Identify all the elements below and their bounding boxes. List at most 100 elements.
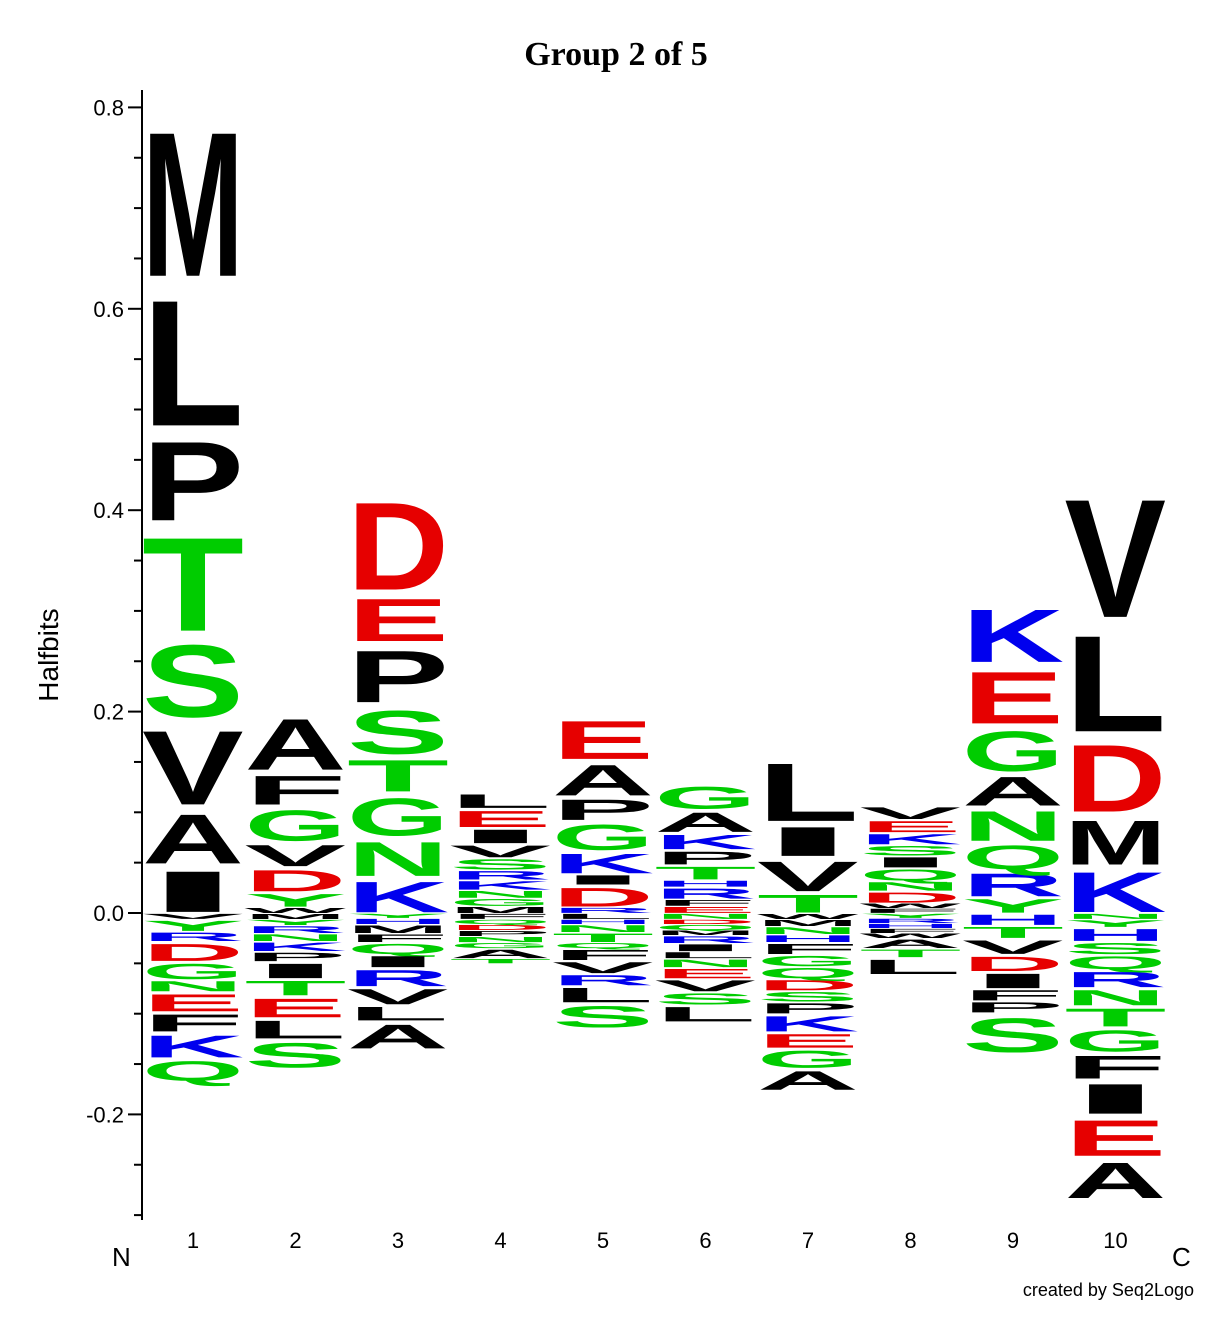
logo-letter: P (757, 1000, 859, 1016)
logo-letter: V (860, 804, 962, 823)
logo-letter: V (1065, 465, 1167, 654)
logo-letter: D (860, 890, 962, 906)
logo-letter: N (1065, 912, 1167, 920)
x-axis-labels: 1 2 3 4 5 6 7 8 9 10 (187, 1228, 1128, 1253)
logo-letter: V (962, 936, 1064, 958)
logo-letter: E (655, 905, 757, 915)
logo-letter: D (245, 864, 347, 898)
logo-letter: R (142, 930, 244, 944)
logo-letter: A (245, 704, 347, 786)
logo-letter: F (552, 947, 654, 963)
y-tick-label: -0.2 (86, 1102, 124, 1127)
logo-letter: N (655, 957, 757, 969)
logo-letter: F (757, 941, 859, 957)
logo-letter: D (655, 919, 757, 926)
logo-letter: F (860, 907, 962, 914)
logo-letter: W (757, 912, 859, 920)
logo-letter: Y (347, 912, 449, 919)
logo-letter: I (962, 970, 1064, 993)
logo-letter: R (450, 869, 552, 883)
logo-letter: L (860, 955, 962, 978)
logo-letter: E (757, 1030, 859, 1052)
y-tick-label: 0.4 (93, 498, 124, 523)
logo-letter: P (142, 419, 244, 545)
logo-letter: P (962, 999, 1064, 1015)
logo-letter: E (450, 806, 552, 832)
logo-letter: I (245, 959, 347, 982)
logo-letter: H (552, 919, 654, 926)
logo-letter: S (860, 843, 962, 858)
logo-letter: H (962, 912, 1064, 928)
logo-letter: R (655, 886, 757, 902)
logo-letter: Q (655, 923, 757, 931)
logo-letter: L (655, 1003, 757, 1026)
logo-letter: E (142, 989, 244, 1016)
logo-letter: D (142, 939, 244, 966)
logo-letter: Q (757, 965, 859, 981)
logo-letter: G (450, 942, 552, 950)
logo-letter: T (142, 510, 244, 659)
y-axis: 0.8 0.6 0.4 0.2 0.0 -0.2 (86, 90, 143, 1220)
logo-letter: I (655, 942, 757, 953)
logo-letter: A (655, 807, 757, 838)
logo-letter: H (757, 933, 859, 944)
logo-letter: N (655, 912, 757, 920)
logo-letter: T (450, 958, 552, 965)
y-tick-label: 0.2 (93, 700, 124, 725)
logo-letter: F (1065, 1049, 1167, 1086)
y-axis-label: Halfbits (33, 608, 64, 701)
logo-letter: L (450, 790, 552, 812)
logo-letter: F (450, 912, 552, 920)
chart-title: Group 2 of 5 (524, 36, 708, 73)
x-tick-label: 9 (1007, 1228, 1019, 1253)
logo-letter: Y (962, 895, 1064, 917)
logo-letter: E (655, 966, 757, 981)
logo-letter: A (1065, 1152, 1167, 1209)
logo-letter: K (347, 873, 449, 922)
logo-letter: M (1065, 807, 1167, 878)
logo-letter: D (347, 477, 449, 617)
logo-letter: S (142, 623, 244, 739)
logo-letter: D (962, 953, 1064, 976)
logo-letter: S (245, 1036, 347, 1075)
logo-letter: R (245, 924, 347, 935)
logo-letter: H (655, 879, 757, 889)
logo-letter: G (552, 817, 654, 858)
logo-letter: T (962, 924, 1064, 942)
y-tick-label: 0.8 (93, 95, 124, 120)
logo-letter: L (552, 912, 654, 920)
logo-letter: Q (450, 918, 552, 925)
credit-text: created by Seq2Logo (1023, 1280, 1194, 1300)
logo-letter: R (860, 918, 962, 925)
logo-letter: V (450, 842, 552, 861)
logo-letter: G (142, 959, 244, 983)
logo-letter: L (552, 984, 654, 1007)
y-tick-label: 0.0 (93, 901, 124, 926)
c-terminus-label: C (1172, 1242, 1191, 1272)
logo-letter: D (1065, 725, 1167, 832)
logo-letter: K (450, 879, 552, 893)
logo-letter: G (245, 801, 347, 850)
logo-letter: G (655, 781, 757, 816)
logo-letter: H (1065, 926, 1167, 945)
logo-letter: Y (245, 890, 347, 910)
x-tick-label: 1 (187, 1228, 199, 1253)
logo-letter: M (757, 918, 859, 928)
n-terminus-label: N (112, 1242, 131, 1272)
logo-letter: I (860, 854, 962, 870)
logo-letter: A (552, 756, 654, 805)
logo-letter: T (1065, 1003, 1167, 1031)
logo-letter: T (757, 890, 859, 918)
logo-letter: F (245, 767, 347, 813)
logo-letter: R (1065, 968, 1167, 992)
